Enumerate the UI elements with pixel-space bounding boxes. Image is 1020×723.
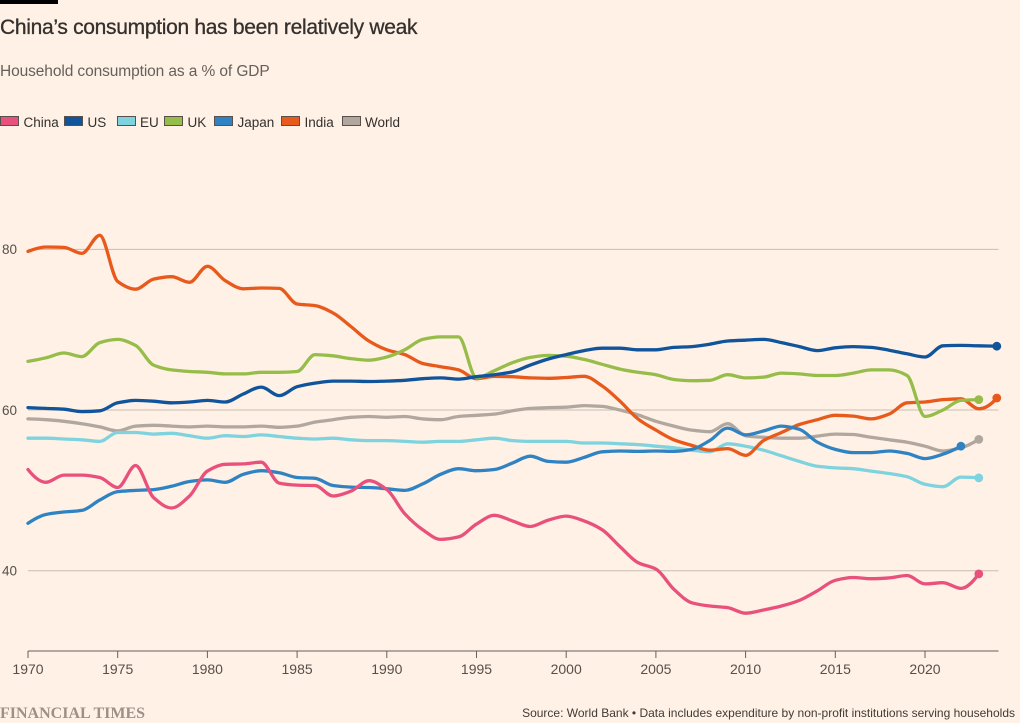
svg-text:2005: 2005 <box>640 661 671 677</box>
svg-text:1995: 1995 <box>461 661 492 677</box>
svg-text:2015: 2015 <box>820 661 851 677</box>
svg-text:1990: 1990 <box>371 661 402 677</box>
svg-text:2010: 2010 <box>730 661 761 677</box>
svg-text:40: 40 <box>2 564 17 579</box>
svg-text:80: 80 <box>2 242 17 257</box>
svg-text:1985: 1985 <box>282 661 313 677</box>
svg-text:1970: 1970 <box>12 661 43 677</box>
svg-text:1975: 1975 <box>102 661 133 677</box>
svg-text:60: 60 <box>2 403 17 418</box>
svg-text:2000: 2000 <box>551 661 582 677</box>
svg-text:1980: 1980 <box>192 661 223 677</box>
svg-text:2020: 2020 <box>909 661 940 677</box>
